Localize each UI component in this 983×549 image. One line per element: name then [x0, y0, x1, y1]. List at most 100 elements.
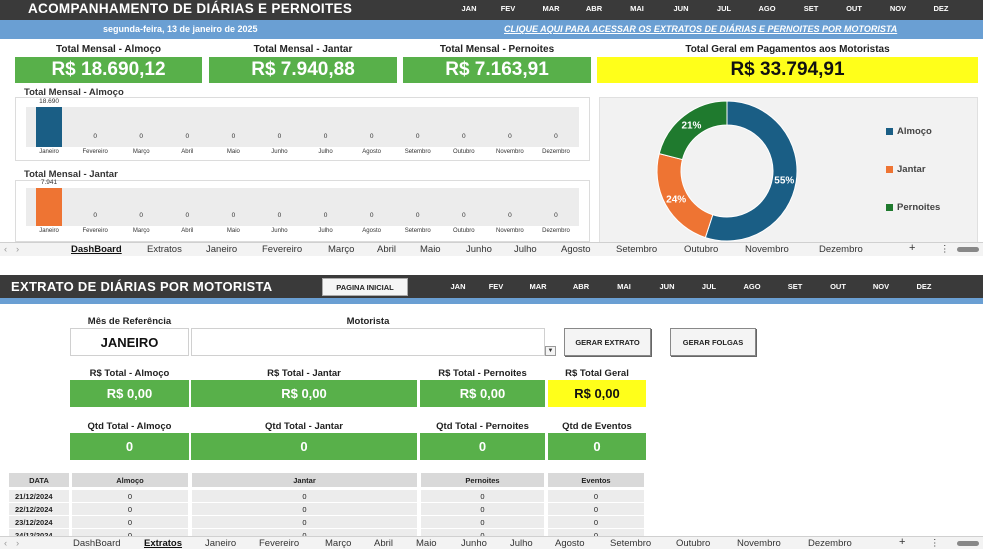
tab-julho[interactable]: Julho [514, 244, 537, 255]
tab2-novembro[interactable]: Novembro [737, 538, 781, 549]
tab2-junho[interactable]: Junho [461, 538, 487, 549]
legend-swatch-almoco [886, 127, 893, 135]
tab2-agosto[interactable]: Agosto [555, 538, 585, 549]
category-label: Janeiro [39, 228, 59, 234]
add-sheet-button-2[interactable]: + [899, 536, 906, 548]
tab2-julho[interactable]: Julho [510, 538, 533, 549]
mes-referencia-field[interactable]: JANEIRO [70, 328, 189, 356]
dashboard-header: ACOMPANHAMENTO DE DIÁRIAS E PERNOITES JA… [0, 0, 983, 20]
bar-value-label: 0 [461, 133, 466, 140]
extrato-month-out[interactable]: OUT [830, 282, 846, 291]
month-link-fev[interactable]: FEV [500, 4, 516, 13]
month-link-nov[interactable]: NOV [889, 4, 907, 13]
extrato-month-fev[interactable]: FEV [488, 282, 504, 291]
table-header-almoço: Almoço [72, 473, 188, 487]
extratos-link[interactable]: CLIQUE AQUI PARA ACESSAR OS EXTRATOS DE … [504, 24, 898, 34]
qtd-total-jantar-value: 0 [191, 433, 417, 460]
month-link-ago[interactable]: AGO [758, 4, 776, 13]
extrato-month-nov[interactable]: NOV [872, 282, 890, 291]
tab-outubro[interactable]: Outubro [684, 244, 719, 255]
tab2-marco[interactable]: Março [325, 538, 352, 549]
donut-chart: 55% 24% 21% [656, 100, 798, 242]
tab-janeiro[interactable]: Janeiro [206, 244, 238, 255]
legend-almoco: Almoço [886, 126, 932, 137]
tab2-extratos[interactable]: Extratos [144, 538, 183, 549]
bar-value-label: 0 [139, 133, 144, 140]
tab2-outubro[interactable]: Outubro [676, 538, 711, 549]
rs-total-geral-value: R$ 0,00 [548, 380, 646, 407]
tab2-maio[interactable]: Maio [416, 538, 437, 549]
tab-junho[interactable]: Junho [466, 244, 492, 255]
horizontal-scrollbar-2[interactable] [957, 541, 979, 546]
extrato-month-abr[interactable]: ABR [572, 282, 590, 291]
tabs-scroll-left-icon[interactable]: ‹ [4, 244, 8, 255]
month-link-jun[interactable]: JUN [673, 4, 689, 13]
tab2-dezembro[interactable]: Dezembro [808, 538, 852, 549]
kpi-label-pernoites: Total Mensal - Pernoites [439, 44, 555, 55]
category-label: Julho [318, 228, 333, 234]
more-tabs-icon[interactable]: ⋮ [940, 244, 950, 255]
extrato-month-jun[interactable]: JUN [659, 282, 675, 291]
pagina-inicial-button[interactable]: PAGINA INICIAL [322, 278, 408, 296]
month-link-out[interactable]: OUT [846, 4, 862, 13]
tab2-dashboard[interactable]: DashBoard [73, 538, 121, 549]
tab2-janeiro[interactable]: Janeiro [205, 538, 237, 549]
tabs-scroll-right-icon[interactable]: › [16, 244, 20, 255]
tab2-abril[interactable]: Abril [374, 538, 394, 549]
month-link-dez[interactable]: DEZ [933, 4, 949, 13]
month-link-mai[interactable]: MAI [630, 4, 644, 13]
kpi-label-total-geral: Total Geral em Pagamentos aos Motoristas [685, 44, 890, 55]
extrato-month-mai[interactable]: MAI [617, 282, 631, 291]
table-cell: 22/12/2024 [9, 503, 69, 515]
table-header-jantar: Jantar [192, 473, 417, 487]
legend-swatch-jantar [886, 165, 893, 173]
tab-extratos[interactable]: Extratos [147, 244, 182, 255]
motorista-dropdown-icon[interactable]: ▼ [545, 346, 556, 356]
tab-agosto[interactable]: Agosto [561, 244, 591, 255]
month-link-abr[interactable]: ABR [585, 4, 603, 13]
add-sheet-button[interactable]: + [909, 242, 916, 254]
tab2-fevereiro[interactable]: Fevereiro [259, 538, 300, 549]
legend-pernoites: Pernoites [886, 202, 940, 213]
month-link-jul[interactable]: JUL [716, 4, 732, 13]
motorista-field[interactable] [191, 328, 545, 356]
dashboard-title: ACOMPANHAMENTO DE DIÁRIAS E PERNOITES [28, 1, 353, 16]
bar-value-label: 0 [554, 133, 558, 140]
tabs2-scroll-left-icon[interactable]: ‹ [4, 538, 8, 549]
donut-chart-panel: 55% 24% 21% Almoço Jantar Pernoites [599, 97, 978, 243]
gerar-folgas-button[interactable]: GERAR FOLGAS [670, 328, 756, 356]
extrato-month-dez[interactable]: DEZ [916, 282, 932, 291]
bar-value-label: 0 [508, 212, 512, 219]
tabs2-scroll-right-icon[interactable]: › [16, 538, 20, 549]
category-label: Agosto [362, 228, 381, 234]
tab-dezembro[interactable]: Dezembro [819, 244, 863, 255]
tab-dashboard[interactable]: DashBoard [71, 244, 122, 255]
current-date: segunda-feira, 13 de janeiro de 2025 [103, 24, 258, 34]
more-tabs-icon-2[interactable]: ⋮ [930, 538, 940, 549]
category-label: Fevereiro [82, 149, 108, 155]
sheet-tabs-bottom: ‹ › DashBoard Extratos Janeiro Fevereiro… [0, 536, 983, 549]
extrato-month-set[interactable]: SET [787, 282, 803, 291]
gerar-extrato-button[interactable]: GERAR EXTRATO [564, 328, 651, 356]
extrato-month-jan[interactable]: JAN [450, 282, 466, 291]
tab2-setembro[interactable]: Setembro [610, 538, 652, 549]
extrato-month-jul[interactable]: JUL [701, 282, 717, 291]
tab-fevereiro[interactable]: Fevereiro [262, 244, 303, 255]
month-link-mar[interactable]: MAR [542, 4, 560, 13]
table-header-pernoites: Pernoites [421, 473, 544, 487]
extrato-month-mar[interactable]: MAR [529, 282, 547, 291]
extrato-month-ago[interactable]: AGO [743, 282, 761, 291]
tab-abril[interactable]: Abril [377, 244, 397, 255]
bar-value-label: 18.690 [39, 98, 59, 105]
extrato-blue-strip [0, 298, 983, 304]
category-label: Janeiro [39, 149, 59, 155]
tab-maio[interactable]: Maio [420, 244, 441, 255]
table-cell: 0 [421, 490, 544, 502]
tab-marco[interactable]: Março [328, 244, 355, 255]
horizontal-scrollbar[interactable] [957, 247, 979, 252]
month-link-set[interactable]: SET [803, 4, 819, 13]
legend-jantar: Jantar [886, 164, 926, 175]
tab-setembro[interactable]: Setembro [616, 244, 658, 255]
tab-novembro[interactable]: Novembro [745, 244, 789, 255]
month-link-jan[interactable]: JAN [461, 4, 477, 13]
